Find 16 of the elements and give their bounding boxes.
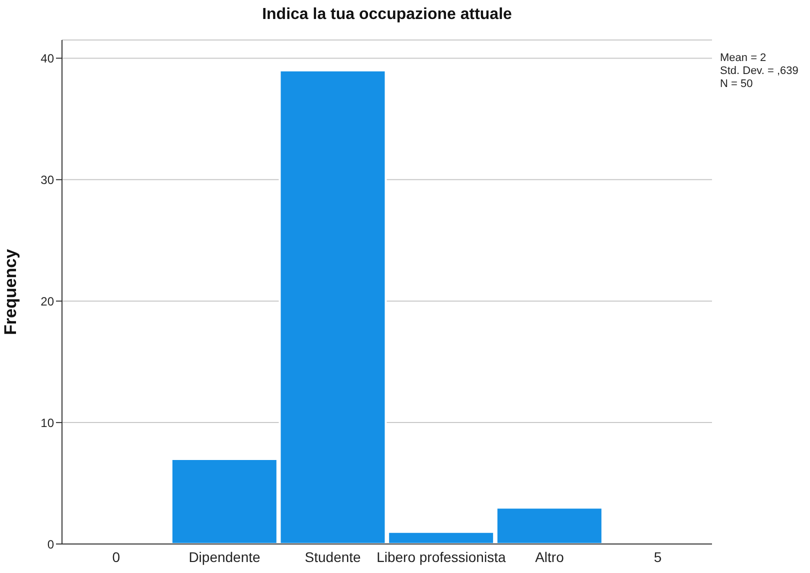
y-tick-label: 40 bbox=[40, 51, 54, 66]
x-tick-label: Studente bbox=[304, 548, 362, 565]
text: Mean = 2 bbox=[720, 52, 768, 65]
x-tick-label: Dipendente bbox=[188, 548, 261, 565]
y-tick-label: 0 bbox=[47, 537, 54, 552]
text: N = 50 bbox=[720, 78, 754, 91]
y-tick-label: 30 bbox=[40, 172, 54, 187]
text: Std. Dev. = ,639 bbox=[720, 65, 798, 78]
y-tick-label: 20 bbox=[40, 294, 54, 308]
chart-title: Indica la tua occupazione attuale bbox=[261, 6, 513, 24]
y-tick-label: 10 bbox=[40, 416, 54, 430]
x-tick-label: Altro bbox=[535, 548, 564, 565]
y-axis-title: Frequency bbox=[1, 248, 20, 335]
x-tick-label: 5 bbox=[654, 548, 662, 565]
x-tick-label: 0 bbox=[112, 548, 120, 565]
x-tick-label: Libero professionista bbox=[376, 548, 506, 565]
